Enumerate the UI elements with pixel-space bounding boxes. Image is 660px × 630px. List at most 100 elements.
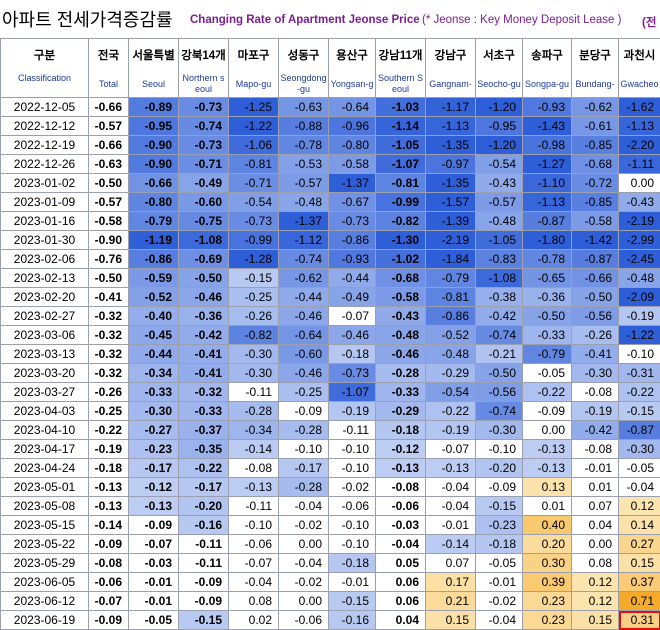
table-cell: -0.62 (572, 98, 619, 117)
table-cell: -0.06 (329, 497, 376, 516)
row-date: 2023-05-22 (1, 535, 89, 554)
table-cell: 0.00 (279, 535, 329, 554)
table-cell: -0.69 (179, 250, 229, 269)
table-cell: 0.08 (229, 592, 279, 611)
table-row: 2023-02-13-0.50-0.59-0.50-0.15-0.62-0.44… (1, 269, 660, 288)
table-cell: -0.57 (476, 193, 523, 212)
title-right-fragment: (전 (642, 14, 656, 30)
table-cell: -0.16 (329, 611, 376, 630)
table-cell: -0.11 (329, 421, 376, 440)
column-header-ko: 강남구 (426, 39, 475, 73)
table-row: 2023-01-30-0.90-1.19-1.08-0.99-1.12-0.86… (1, 231, 660, 250)
table-cell: -0.15 (619, 402, 660, 421)
table-cell: -1.28 (229, 250, 279, 269)
table-cell: -0.64 (329, 98, 376, 117)
table-cell: -0.10 (619, 345, 660, 364)
table-cell: -0.81 (376, 174, 426, 193)
row-date: 2023-02-27 (1, 307, 89, 326)
table-body: 2022-12-05-0.66-0.89-0.73-1.25-0.63-0.64… (1, 98, 660, 630)
table-row: 2023-04-10-0.22-0.27-0.37-0.34-0.28-0.11… (1, 421, 660, 440)
table-cell: -2.19 (619, 212, 660, 231)
table-cell: -0.44 (129, 345, 179, 364)
table-cell: -0.10 (329, 440, 376, 459)
table-cell: -0.11 (179, 554, 229, 573)
table-cell: 0.17 (426, 573, 476, 592)
table-cell: -0.18 (89, 459, 129, 478)
table-row: 2023-01-16-0.58-0.79-0.75-0.73-1.37-0.73… (1, 212, 660, 231)
table-cell: -0.32 (89, 326, 129, 345)
table-cell: -0.44 (279, 288, 329, 307)
table-cell: -0.14 (89, 516, 129, 535)
table-cell: -0.01 (129, 573, 179, 592)
table-cell: -0.04 (619, 478, 660, 497)
table-cell: -0.57 (89, 117, 129, 136)
table-cell: -0.29 (426, 364, 476, 383)
row-date: 2023-02-20 (1, 288, 89, 307)
table-cell: -0.90 (89, 231, 129, 250)
table-cell: -0.30 (476, 421, 523, 440)
table-cell: -0.75 (179, 212, 229, 231)
column-header-en: Total (89, 73, 128, 97)
table-cell: -0.28 (279, 478, 329, 497)
table-cell: -0.99 (376, 193, 426, 212)
row-date: 2023-04-17 (1, 440, 89, 459)
table-cell: -0.01 (426, 516, 476, 535)
table-cell: -0.43 (476, 174, 523, 193)
table-cell: -1.13 (426, 117, 476, 136)
table-cell: 0.31 (619, 611, 660, 630)
table-cell: -0.11 (179, 535, 229, 554)
table-cell: -0.97 (426, 155, 476, 174)
table-cell: -2.09 (619, 288, 660, 307)
table-cell: -0.50 (523, 307, 572, 326)
row-date: 2023-01-02 (1, 174, 89, 193)
table-cell: -0.15 (329, 592, 376, 611)
column-header-en: Seongdong-gu (279, 73, 328, 97)
table-cell: -0.32 (179, 383, 229, 402)
table-cell: -0.29 (376, 402, 426, 421)
column-header-ko: 분당구 (572, 39, 618, 73)
table-cell: -0.62 (279, 269, 329, 288)
title-english: Changing Rate of Apartment Jeonse Price (190, 14, 420, 26)
table-cell: -0.60 (179, 193, 229, 212)
title-note: (* Jeonse : Key Money Deposit Lease ) (422, 14, 621, 26)
table-cell: 0.71 (619, 592, 660, 611)
table-cell: -0.04 (279, 554, 329, 573)
table-row: 2023-06-05-0.06-0.01-0.09-0.04-0.02-0.01… (1, 573, 660, 592)
table-cell: -1.84 (426, 250, 476, 269)
table-cell: -0.13 (426, 459, 476, 478)
table-cell: -0.02 (279, 516, 329, 535)
table-cell: -0.90 (129, 155, 179, 174)
table-cell: -0.33 (129, 383, 179, 402)
table-cell: -0.18 (329, 345, 376, 364)
table-row: 2023-04-17-0.19-0.23-0.35-0.14-0.10-0.10… (1, 440, 660, 459)
table-cell: 0.15 (572, 611, 619, 630)
table-cell: -0.10 (476, 440, 523, 459)
table-row: 2023-01-02-0.50-0.66-0.49-0.71-0.57-1.37… (1, 174, 660, 193)
table-cell: -0.79 (523, 345, 572, 364)
table-cell: -0.88 (279, 117, 329, 136)
table-cell: -0.52 (426, 326, 476, 345)
column-header-ko: 강북14개 (179, 39, 228, 73)
table-cell: -0.09 (179, 573, 229, 592)
table-cell: 0.05 (376, 554, 426, 573)
table-cell: -0.16 (179, 516, 229, 535)
table-cell: -0.09 (89, 535, 129, 554)
table-cell: -0.10 (279, 440, 329, 459)
table-row: 2023-04-24-0.18-0.17-0.22-0.08-0.17-0.10… (1, 459, 660, 478)
table-cell: -0.61 (572, 117, 619, 136)
table-cell: -0.46 (376, 345, 426, 364)
table-cell: 0.04 (376, 611, 426, 630)
table-cell: -0.50 (572, 288, 619, 307)
table-cell: -1.35 (426, 174, 476, 193)
table-cell: -0.13 (523, 459, 572, 478)
table-cell: -0.43 (376, 307, 426, 326)
table-cell: -0.95 (476, 117, 523, 136)
table-cell: -0.86 (426, 307, 476, 326)
column-header-en: Southern Seoul (376, 73, 425, 97)
table-cell: -0.30 (572, 364, 619, 383)
table-cell: -1.42 (572, 231, 619, 250)
row-date: 2022-12-05 (1, 98, 89, 117)
table-cell: -0.22 (426, 402, 476, 421)
